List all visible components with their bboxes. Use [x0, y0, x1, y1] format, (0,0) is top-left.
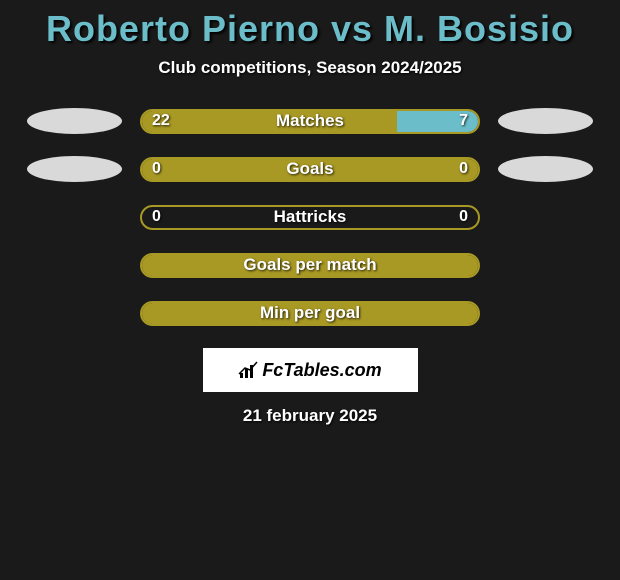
- flag-right-placeholder: [498, 300, 593, 326]
- logo-text: FcTables.com: [262, 360, 381, 381]
- date-label: 21 february 2025: [0, 406, 620, 426]
- logo-box: FcTables.com: [203, 348, 418, 392]
- flag-left-placeholder: [27, 252, 122, 278]
- logo: FcTables.com: [238, 360, 381, 381]
- stat-bar: Min per goal: [140, 301, 480, 326]
- stat-label: Matches: [276, 111, 344, 131]
- stat-row: Goals 0 0: [0, 156, 620, 182]
- stat-bar: Goals 0 0: [140, 157, 480, 182]
- flag-right-placeholder: [498, 204, 593, 230]
- stat-label: Goals per match: [243, 255, 376, 275]
- stat-label: Hattricks: [274, 207, 347, 227]
- stat-value-left: 0: [152, 160, 161, 178]
- stat-value-right: 7: [459, 112, 468, 130]
- stat-bar: Goals per match: [140, 253, 480, 278]
- comparison-infographic: Roberto Pierno vs M. Bosisio Club compet…: [0, 0, 620, 426]
- stat-value-right: 0: [459, 160, 468, 178]
- stat-row: Min per goal: [0, 300, 620, 326]
- bar-left-fill: [142, 111, 397, 132]
- stat-row: Matches 22 7: [0, 108, 620, 134]
- stat-value-right: 0: [459, 208, 468, 226]
- stat-label: Goals: [286, 159, 333, 179]
- stats-rows: Matches 22 7 Goals 0 0 Hattricks 0 0 Goals per ma…: [0, 108, 620, 326]
- chart-icon: [238, 361, 260, 379]
- subtitle: Club competitions, Season 2024/2025: [0, 58, 620, 78]
- stat-value-left: 22: [152, 112, 170, 130]
- flag-right-icon: [498, 156, 593, 182]
- flag-left-placeholder: [27, 300, 122, 326]
- flag-left-icon: [27, 156, 122, 182]
- flag-right-placeholder: [498, 252, 593, 278]
- stat-bar: Hattricks 0 0: [140, 205, 480, 230]
- stat-value-left: 0: [152, 208, 161, 226]
- stat-bar: Matches 22 7: [140, 109, 480, 134]
- flag-left-icon: [27, 108, 122, 134]
- stat-row: Goals per match: [0, 252, 620, 278]
- flag-left-placeholder: [27, 204, 122, 230]
- flag-right-icon: [498, 108, 593, 134]
- page-title: Roberto Pierno vs M. Bosisio: [0, 8, 620, 50]
- stat-row: Hattricks 0 0: [0, 204, 620, 230]
- stat-label: Min per goal: [260, 303, 360, 323]
